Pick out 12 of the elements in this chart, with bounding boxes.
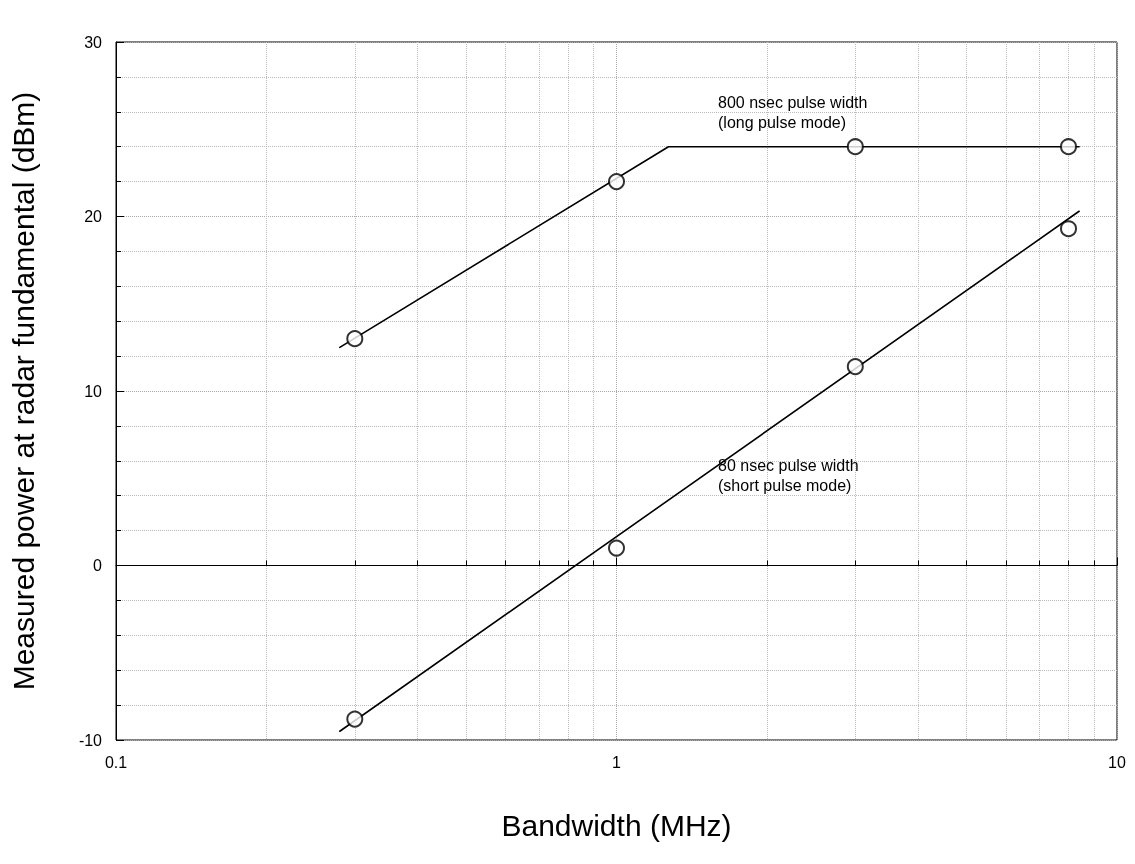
annotation: 80 nsec pulse width (short pulse mode): [718, 456, 859, 494]
y-tick-label: 0: [93, 557, 103, 574]
y-tick-label: 10: [84, 382, 103, 400]
x-tick-label: 10: [1108, 753, 1126, 771]
annotation: 800 nsec pulse width (long pulse mode): [718, 93, 868, 131]
y-axis-title: Measured power at radar fundamental (dBm): [6, 91, 40, 691]
x-tick-label: 0.1: [104, 753, 128, 771]
x-tick-label: 1: [612, 753, 622, 771]
y-tick-label: 20: [84, 208, 103, 225]
x-axis-title: Bandwidth (MHz): [501, 808, 732, 842]
y-tick-label: -10: [78, 731, 103, 749]
y-tick-label: 30: [84, 33, 103, 51]
